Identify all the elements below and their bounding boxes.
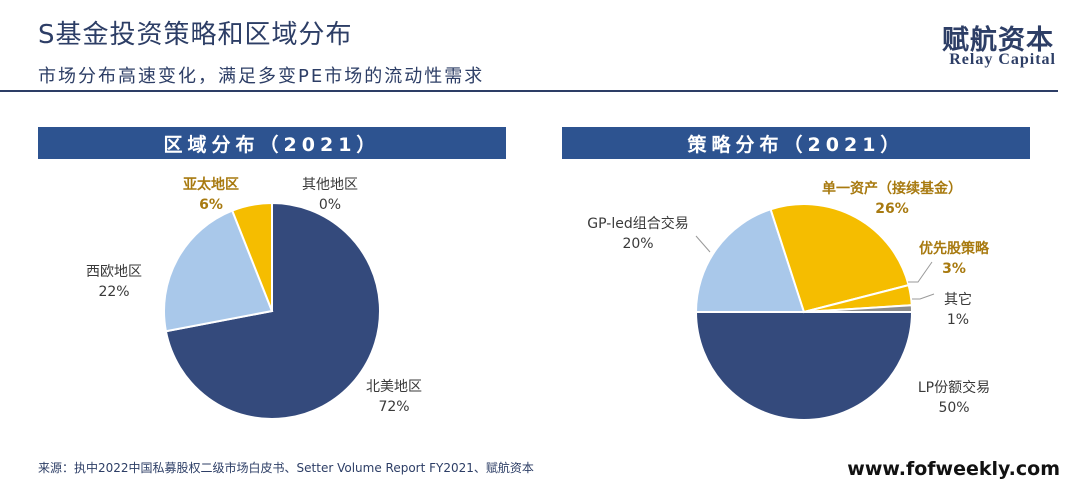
source-note: 来源：执中2022中国私募股权二级市场白皮书、Setter Volume Rep…	[38, 461, 534, 475]
slice-label: GP-led组合交易	[587, 215, 688, 232]
region-pie-chart: 北美地区 72% 西欧地区 22% 亚太地区 6% 其他地区 0%	[86, 176, 422, 420]
leader-line	[912, 293, 935, 300]
strategy-chart-title: 策略分布（2021）	[562, 127, 1030, 159]
slice-value-label: 26%	[875, 201, 909, 217]
pie-slice	[694, 311, 914, 421]
pie-slice	[163, 209, 274, 333]
slice-value-label: 20%	[622, 236, 653, 252]
header-divider	[0, 90, 1058, 92]
slice-label: LP份额交易	[918, 379, 990, 396]
strategy-pie-chart: LP份额交易 50% GP-led组合交易 20% 单一资产（接续基金） 26% 优先股策略…	[587, 180, 990, 421]
slice-value-label: 1%	[947, 312, 969, 328]
slice-label: 单一资产（接续基金）	[822, 180, 962, 197]
slice-value-label: 3%	[942, 261, 966, 277]
website-url: www.fofweekly.com	[847, 458, 1060, 480]
pie-slice	[769, 203, 910, 314]
slice-label: 北美地区	[366, 379, 422, 395]
pie-slice	[230, 201, 273, 312]
page-title: S基金投资策略和区域分布	[38, 20, 353, 50]
slice-label: 其他地区	[302, 177, 358, 193]
slice-label: 其它	[944, 291, 972, 308]
slice-value-label: 6%	[199, 197, 223, 213]
leader-line	[695, 235, 711, 253]
slice-label: 西欧地区	[86, 264, 142, 280]
slice-label: 亚太地区	[183, 176, 239, 193]
leader-line	[908, 261, 933, 283]
pie-slice	[694, 208, 806, 313]
brand-logo-en: Relay Capital	[949, 51, 1056, 68]
slice-value-label: 72%	[378, 399, 409, 415]
pie-slice	[803, 304, 914, 313]
page-subtitle: 市场分布高速变化，满足多变PE市场的流动性需求	[38, 66, 485, 87]
brand-logo-cn: 赋航资本	[942, 25, 1054, 56]
slice-value-label: 22%	[98, 284, 129, 300]
region-chart-title: 区域分布（2021）	[38, 127, 506, 159]
slice-value-label: 0%	[319, 197, 341, 213]
slice-label: 优先股策略	[919, 240, 990, 257]
slice-value-label: 50%	[938, 400, 969, 416]
